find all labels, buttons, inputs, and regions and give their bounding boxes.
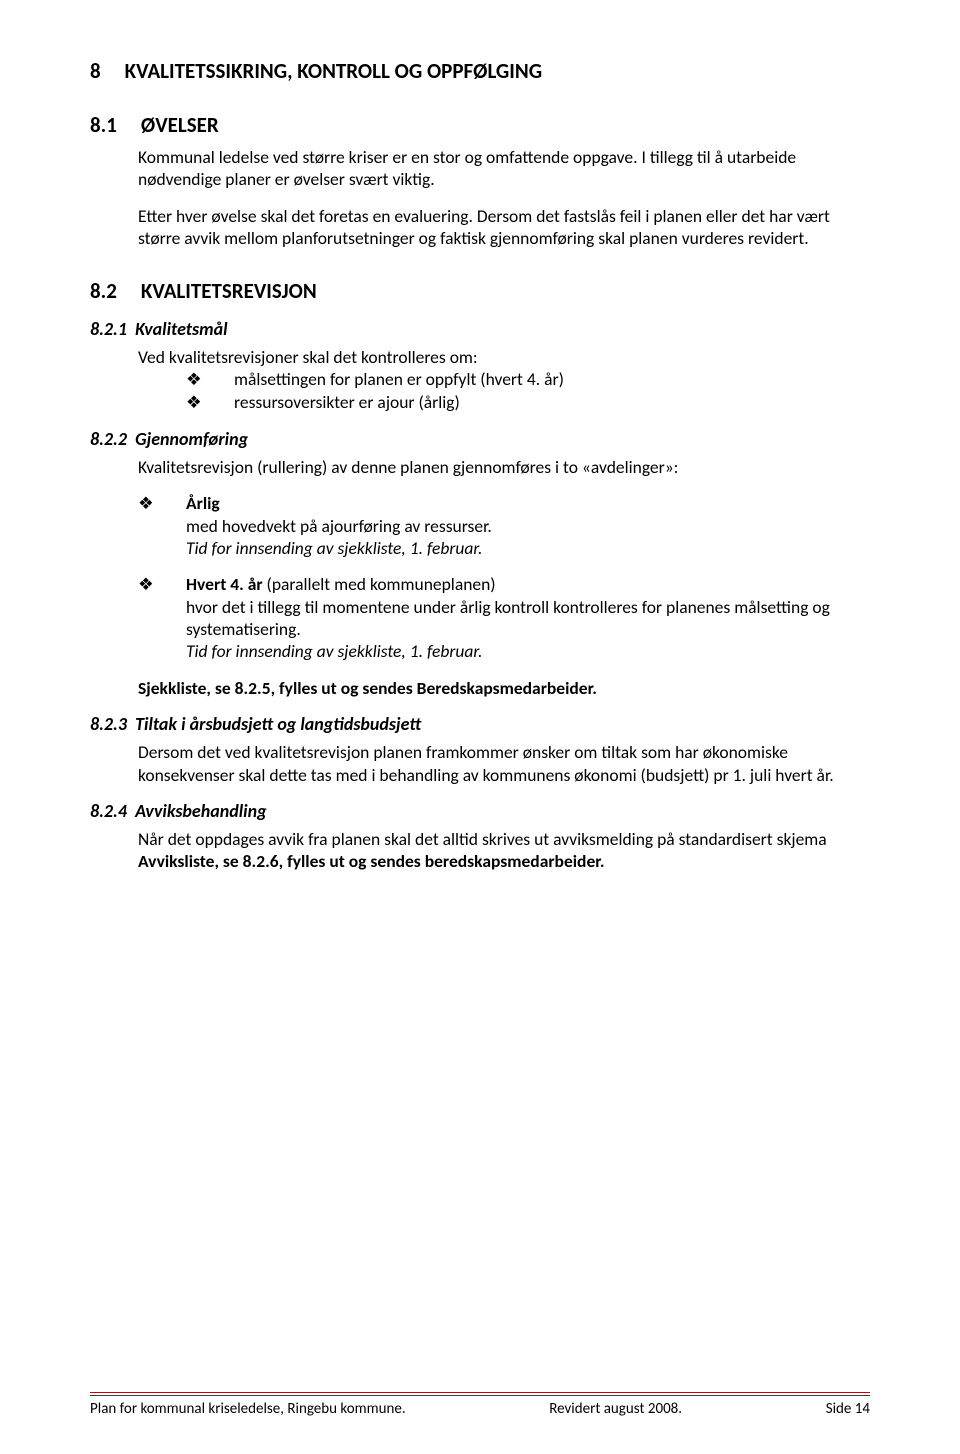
h3-title: Avviksbehandling	[135, 800, 266, 822]
h3-number: 8.2.2	[90, 428, 127, 450]
h2-title: ØVELSER	[141, 112, 219, 138]
intro-text: Ved kvalitetsrevisjoner skal det kontrol…	[138, 346, 870, 368]
h3-title: Tiltak i årsbudsjett og langtidsbudsjett	[135, 713, 421, 735]
h3-number: 8.2.3	[90, 713, 127, 735]
paragraph: Etter hver øvelse skal det foretas en ev…	[138, 205, 870, 250]
list-item-line: hvor det i tillegg til momentene under å…	[186, 596, 870, 641]
list-item-label: Årlig	[186, 492, 220, 514]
list-item: ❖ ressursoversikter er ajour (årlig)	[186, 391, 870, 413]
paragraph-part-b-bold: Avviksliste, se 8.2.6, fylles ut og send…	[138, 850, 605, 872]
paragraph: Når det oppdages avvik fra planen skal d…	[138, 828, 870, 873]
list-item-label-bold: Hvert 4. år	[186, 573, 263, 595]
list-item: ❖ målsettingen for planen er oppfylt (hv…	[186, 368, 870, 390]
list-item-hvert-4-ar: ❖ Hvert 4. år (parallelt med kommuneplan…	[90, 573, 870, 663]
heading-8-2-2: 8.2.2 Gjennomføring	[90, 428, 870, 450]
list-item-text: ressursoversikter er ajour (årlig)	[234, 391, 870, 413]
heading-level-1: 8 KVALITETSSIKRING, KONTROLL OG OPPFØLGIN…	[90, 58, 870, 84]
h2-number: 8.2	[90, 278, 117, 304]
closing-bold: Sjekkliste, se 8.2.5, fylles ut og sende…	[138, 677, 870, 699]
list-item-line: med hovedvekt på ajourføring av ressurse…	[186, 515, 870, 537]
list-item-text: målsettingen for planen er oppfylt (hver…	[234, 368, 870, 390]
intro-text: Kvalitetsrevisjon (rullering) av denne p…	[138, 456, 870, 478]
h1-number: 8	[90, 58, 101, 84]
h2-title: KVALITETSREVISJON	[141, 278, 317, 304]
list-item-arlig: ❖ Årlig med hovedvekt på ajourføring av …	[90, 492, 870, 559]
heading-8-2-1: 8.2.1 Kvalitetsmål	[90, 318, 870, 340]
h2-number: 8.1	[90, 112, 117, 138]
footer-right: Side 14	[826, 1400, 870, 1418]
bullet-icon: ❖	[138, 492, 186, 559]
heading-8-2-4: 8.2.4 Avviksbehandling	[90, 800, 870, 822]
h3-number: 8.2.1	[90, 318, 127, 340]
list-item-line-italic: Tid for innsending av sjekkliste, 1. feb…	[186, 640, 870, 662]
h3-number: 8.2.4	[90, 800, 127, 822]
h3-title: Gjennomføring	[135, 428, 248, 450]
list-item-label-rest: (parallelt med kommuneplanen)	[263, 573, 496, 595]
bullet-icon: ❖	[138, 573, 186, 663]
h3-title: Kvalitetsmål	[135, 318, 227, 340]
paragraph-part-a: Når det oppdages avvik fra planen skal d…	[138, 828, 827, 850]
paragraph: Dersom det ved kvalitetsrevisjon planen …	[138, 741, 870, 786]
h1-title: KVALITETSSIKRING, KONTROLL OG OPPFØLGING	[125, 58, 542, 84]
heading-8-2: 8.2 KVALITETSREVISJON	[90, 278, 870, 304]
bullet-icon: ❖	[186, 391, 234, 413]
page-footer: Plan for kommunal kriseledelse, Ringebu …	[90, 1392, 870, 1418]
paragraph: Kommunal ledelse ved større kriser er en…	[138, 146, 870, 191]
footer-left: Plan for kommunal kriseledelse, Ringebu …	[90, 1400, 406, 1418]
bullet-icon: ❖	[186, 368, 234, 390]
heading-8-1: 8.1 ØVELSER	[90, 112, 870, 138]
footer-rule	[90, 1392, 870, 1396]
heading-8-2-3: 8.2.3 Tiltak i årsbudsjett og langtidsbu…	[90, 713, 870, 735]
footer-center: Revidert august 2008.	[549, 1400, 682, 1418]
list-item-line-italic: Tid for innsending av sjekkliste, 1. feb…	[186, 537, 870, 559]
